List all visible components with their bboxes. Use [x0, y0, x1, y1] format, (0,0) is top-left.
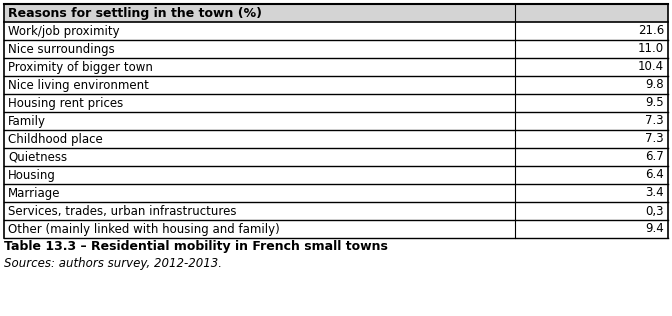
Bar	[4, 202, 668, 220]
Text: Nice living environment: Nice living environment	[8, 78, 149, 92]
Bar	[4, 112, 668, 130]
Text: 9.5: 9.5	[645, 96, 664, 110]
Bar	[4, 4, 668, 22]
Bar	[4, 22, 668, 40]
Text: Quietness: Quietness	[8, 150, 67, 163]
Text: Marriage: Marriage	[8, 186, 60, 199]
Text: 7.3: 7.3	[645, 132, 664, 145]
Text: Reasons for settling in the town (%): Reasons for settling in the town (%)	[8, 7, 262, 20]
Text: 7.3: 7.3	[645, 114, 664, 127]
Text: 11.0: 11.0	[638, 42, 664, 56]
Bar	[4, 40, 668, 58]
Bar	[4, 130, 668, 148]
Text: 9.8: 9.8	[645, 78, 664, 92]
Bar	[4, 76, 668, 94]
Bar	[4, 166, 668, 184]
Text: 21.6: 21.6	[638, 25, 664, 38]
Text: 10.4: 10.4	[638, 60, 664, 74]
Text: 6.4: 6.4	[645, 168, 664, 181]
Text: 3.4: 3.4	[645, 186, 664, 199]
Text: Family: Family	[8, 114, 46, 127]
Bar	[4, 58, 668, 76]
Text: 9.4: 9.4	[645, 222, 664, 235]
Text: Other (mainly linked with housing and family): Other (mainly linked with housing and fa…	[8, 222, 280, 235]
Bar	[4, 148, 668, 166]
Text: Nice surroundings: Nice surroundings	[8, 42, 115, 56]
Text: Housing: Housing	[8, 168, 56, 181]
Text: Childhood place: Childhood place	[8, 132, 103, 145]
Bar	[4, 94, 668, 112]
Text: Services, trades, urban infrastructures: Services, trades, urban infrastructures	[8, 204, 237, 217]
Bar	[4, 220, 668, 238]
Text: Table 13.3 – Residential mobility in French small towns: Table 13.3 – Residential mobility in Fre…	[4, 240, 388, 253]
Bar	[4, 184, 668, 202]
Text: Proximity of bigger town: Proximity of bigger town	[8, 60, 153, 74]
Text: Housing rent prices: Housing rent prices	[8, 96, 123, 110]
Text: 6.7: 6.7	[645, 150, 664, 163]
Text: Sources: authors survey, 2012-2013.: Sources: authors survey, 2012-2013.	[4, 257, 222, 270]
Text: Work/job proximity: Work/job proximity	[8, 25, 120, 38]
Text: 0,3: 0,3	[646, 204, 664, 217]
